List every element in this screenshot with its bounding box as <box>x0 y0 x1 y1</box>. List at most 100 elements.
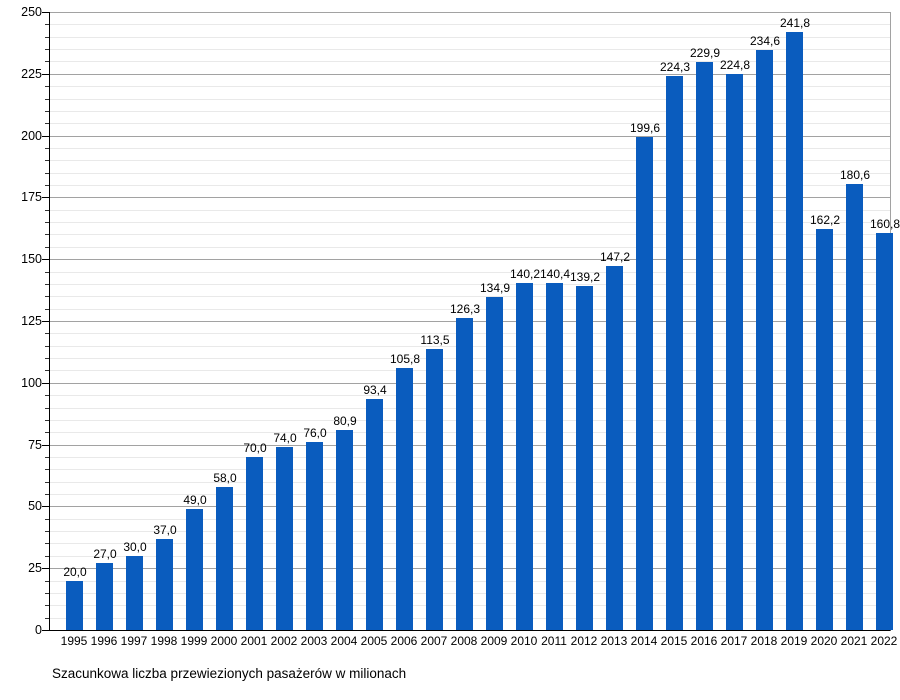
bar-1999 <box>186 509 203 630</box>
bar-value-label: 80,9 <box>333 414 357 428</box>
y-minor-tick <box>45 284 49 285</box>
plot-area: 20,0 27,0 30,0 37,0 49,0 58,0 70,0 74,0 76,0 80,9… <box>49 12 900 631</box>
y-major-tick <box>42 74 49 75</box>
minor-gridline <box>50 111 890 112</box>
bar-value-label: 160,8 <box>869 217 900 231</box>
bar-value-label: 49,0 <box>183 493 207 507</box>
y-minor-tick <box>45 432 49 433</box>
bar-value-label: 224,8 <box>719 58 751 72</box>
minor-gridline <box>50 99 890 100</box>
y-tick-label: 25 <box>28 561 42 575</box>
bar-2011 <box>546 283 563 630</box>
x-tick-label: 1997 <box>120 634 148 648</box>
bar-value-label: 241,8 <box>779 16 811 30</box>
minor-gridline <box>50 173 890 174</box>
x-tick-label: 2014 <box>630 634 658 648</box>
bar-2021 <box>846 184 863 630</box>
bar-value-label: 76,0 <box>303 426 327 440</box>
minor-gridline <box>50 210 890 211</box>
x-tick-label: 2022 <box>870 634 898 648</box>
y-minor-tick <box>45 86 49 87</box>
y-minor-tick <box>45 210 49 211</box>
minor-gridline <box>50 296 890 297</box>
y-major-tick <box>42 630 49 631</box>
bar-value-label: 234,6 <box>749 34 781 48</box>
bar-2004 <box>336 430 353 630</box>
y-minor-tick <box>45 618 49 619</box>
y-minor-tick <box>45 408 49 409</box>
bar-1996 <box>96 563 113 630</box>
bar-2018 <box>756 50 773 630</box>
y-minor-tick <box>45 420 49 421</box>
x-tick-label: 2017 <box>720 634 748 648</box>
y-minor-tick <box>45 296 49 297</box>
y-minor-tick <box>45 593 49 594</box>
minor-gridline <box>50 123 890 124</box>
bar-value-label: 229,9 <box>689 46 721 60</box>
bar-2000 <box>216 487 233 630</box>
bar-value-label: 139,2 <box>569 270 601 284</box>
y-major-tick <box>42 12 49 13</box>
major-gridline <box>50 136 890 137</box>
bar-value-label: 37,0 <box>153 523 177 537</box>
minor-gridline <box>50 234 890 235</box>
bar-2008 <box>456 318 473 630</box>
bar-value-label: 224,3 <box>659 60 691 74</box>
y-tick-label: 125 <box>21 314 42 328</box>
y-minor-tick <box>45 37 49 38</box>
y-minor-tick <box>45 494 49 495</box>
y-tick-label: 250 <box>21 5 42 19</box>
y-minor-tick <box>45 160 49 161</box>
bar-2020 <box>816 229 833 630</box>
bar-2002 <box>276 447 293 630</box>
y-tick-label: 75 <box>28 438 42 452</box>
bar-value-label: 113,5 <box>420 333 450 347</box>
y-minor-tick <box>45 605 49 606</box>
x-tick-label: 2005 <box>360 634 388 648</box>
y-minor-tick <box>45 543 49 544</box>
minor-gridline <box>50 247 890 248</box>
bar-1998 <box>156 539 173 630</box>
minor-gridline <box>50 37 890 38</box>
bar-value-label: 27,0 <box>93 547 117 561</box>
bar-2017 <box>726 74 743 630</box>
bar-2005 <box>366 399 383 630</box>
x-tick-label: 2000 <box>210 634 238 648</box>
x-tick-label: 2003 <box>300 634 328 648</box>
minor-gridline <box>50 284 890 285</box>
x-tick-label: 2018 <box>750 634 778 648</box>
y-minor-tick <box>45 581 49 582</box>
bar-value-label: 126,3 <box>449 302 481 316</box>
minor-gridline <box>50 185 890 186</box>
y-minor-tick <box>45 99 49 100</box>
x-tick-label: 2009 <box>480 634 508 648</box>
bar-2010 <box>516 283 533 630</box>
x-tick-label: 2020 <box>810 634 838 648</box>
bar-value-label: 162,2 <box>809 213 841 227</box>
y-major-tick <box>42 445 49 446</box>
bar-2001 <box>246 457 263 630</box>
bar-2015 <box>666 76 683 630</box>
major-gridline <box>50 259 890 260</box>
x-tick-label: 2008 <box>450 634 478 648</box>
minor-gridline <box>50 148 890 149</box>
y-tick-label: 100 <box>21 376 42 390</box>
y-minor-tick <box>45 185 49 186</box>
y-tick-label: 150 <box>21 252 42 266</box>
x-tick-label: 1998 <box>150 634 178 648</box>
x-tick-label: 1999 <box>180 634 208 648</box>
chart-caption: Szacunkowa liczba przewiezionych pasażer… <box>52 666 407 681</box>
y-minor-tick <box>45 469 49 470</box>
x-tick-label: 1995 <box>60 634 88 648</box>
major-gridline <box>50 74 890 75</box>
y-minor-tick <box>45 222 49 223</box>
bar-2022 <box>876 233 893 630</box>
y-minor-tick <box>45 247 49 248</box>
y-minor-tick <box>45 482 49 483</box>
x-tick-label: 2007 <box>420 634 448 648</box>
bar-value-label: 20,0 <box>63 565 87 579</box>
y-major-tick <box>42 568 49 569</box>
bar-2006 <box>396 368 413 630</box>
y-tick-label: 175 <box>21 190 42 204</box>
